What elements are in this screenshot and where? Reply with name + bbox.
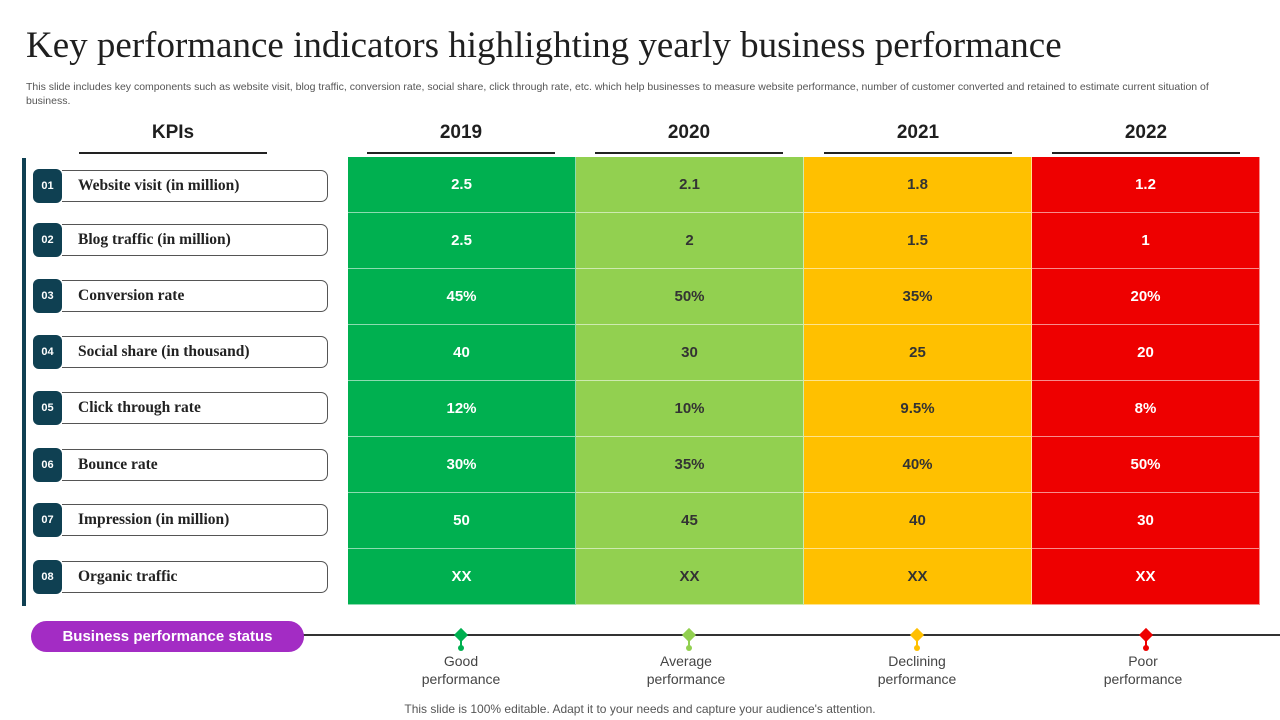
legend-declining: Declining performance [837, 652, 997, 688]
kpi-value-cell: 2.5 [348, 213, 576, 269]
kpi-number-badge: 07 [33, 503, 62, 537]
kpi-value-cell: 1.2 [1032, 157, 1260, 213]
kpi-value-grid: 2.5 2.1 1.8 1.2 2.5 2 1.5 1 45% 50% 35% 20% 40 30 25 20… [348, 157, 1260, 605]
kpi-value-cell: 9.5% [804, 381, 1032, 437]
kpi-value-cell: XX [576, 549, 804, 605]
kpi-value-cell: 50% [576, 269, 804, 325]
kpi-label: Social share (in thousand) [62, 336, 328, 368]
kpi-number-badge: 04 [33, 335, 62, 369]
legend-line1: Good [443, 653, 479, 669]
kpi-value-cell: 2.1 [576, 157, 804, 213]
kpi-number-badge: 05 [33, 391, 62, 425]
kpi-label: Organic traffic [62, 561, 328, 593]
kpi-label: Impression (in million) [62, 504, 328, 536]
business-status-badge: Business performance status [31, 621, 304, 652]
legend-good: Good performance [381, 652, 541, 688]
kpi-header-label: KPIs [151, 122, 195, 143]
kpi-value-cell: 30 [1032, 493, 1260, 549]
header-underline [595, 152, 783, 154]
kpi-label: Website visit (in million) [62, 170, 328, 202]
kpi-label: Bounce rate [62, 449, 328, 481]
legend-line2: performance [1103, 671, 1183, 687]
declining-performance-marker-icon [909, 627, 925, 653]
year-label: 2022 [1124, 122, 1168, 143]
legend-poor: Poor performance [1063, 652, 1223, 688]
kpi-number-badge: 01 [33, 169, 62, 203]
legend-line1: Declining [888, 653, 946, 669]
kpi-number-badge: 02 [33, 223, 62, 257]
legend-average: Average performance [606, 652, 766, 688]
page-subtitle: This slide includes key components such … [26, 81, 1209, 107]
legend-line2: performance [877, 671, 957, 687]
status-timeline [300, 634, 1280, 636]
poor-performance-marker-icon [1138, 627, 1154, 653]
kpi-row: 01 Website visit (in million) [22, 169, 328, 203]
kpi-number-badge: 06 [33, 448, 62, 482]
kpi-column-header: KPIs [79, 120, 267, 154]
year-label: 2020 [667, 122, 711, 143]
kpi-row: 04 Social share (in thousand) [22, 335, 328, 369]
kpi-value-cell: 40% [804, 437, 1032, 493]
kpi-value-cell: XX [1032, 549, 1260, 605]
kpi-label: Conversion rate [62, 280, 328, 312]
header-underline [79, 152, 267, 154]
legend-line1: Average [660, 653, 712, 669]
year-header-2021: 2021 [824, 120, 1012, 154]
kpi-value-cell: XX [804, 549, 1032, 605]
year-label: 2021 [896, 122, 940, 143]
kpi-value-cell: 50 [348, 493, 576, 549]
kpi-value-cell: XX [348, 549, 576, 605]
header-underline [824, 152, 1012, 154]
kpi-value-cell: 50% [1032, 437, 1260, 493]
kpi-row: 02 Blog traffic (in million) [22, 223, 328, 257]
kpi-value-cell: 45% [348, 269, 576, 325]
good-performance-marker-icon [453, 627, 469, 653]
kpi-value-cell: 20 [1032, 325, 1260, 381]
kpi-row: 07 Impression (in million) [22, 503, 328, 537]
average-performance-marker-icon [681, 627, 697, 653]
kpi-value-cell: 30 [576, 325, 804, 381]
kpi-value-cell: 10% [576, 381, 804, 437]
kpi-number-badge: 03 [33, 279, 62, 313]
kpi-accent-bar [22, 158, 26, 606]
kpi-row: 05 Click through rate [22, 391, 328, 425]
header-underline [1052, 152, 1240, 154]
kpi-value-cell: 35% [576, 437, 804, 493]
kpi-row: 03 Conversion rate [22, 279, 328, 313]
year-header-2019: 2019 [367, 120, 555, 154]
kpi-value-cell: 30% [348, 437, 576, 493]
year-label: 2019 [439, 122, 483, 143]
kpi-value-cell: 25 [804, 325, 1032, 381]
kpi-label: Click through rate [62, 392, 328, 424]
kpi-row: 08 Organic traffic [22, 560, 328, 594]
kpi-value-cell: 1.5 [804, 213, 1032, 269]
kpi-value-cell: 1 [1032, 213, 1260, 269]
kpi-value-cell: 2 [576, 213, 804, 269]
footer-note: This slide is 100% editable. Adapt it to… [404, 702, 876, 716]
year-header-2022: 2022 [1052, 120, 1240, 154]
kpi-value-cell: 35% [804, 269, 1032, 325]
legend-line1: Poor [1128, 653, 1158, 669]
kpi-value-cell: 8% [1032, 381, 1260, 437]
legend-line2: performance [421, 671, 501, 687]
legend-line2: performance [646, 671, 726, 687]
kpi-value-cell: 12% [348, 381, 576, 437]
header-underline [367, 152, 555, 154]
kpi-value-cell: 40 [348, 325, 576, 381]
kpi-value-cell: 20% [1032, 269, 1260, 325]
kpi-label: Blog traffic (in million) [62, 224, 328, 256]
year-header-2020: 2020 [595, 120, 783, 154]
kpi-number-badge: 08 [33, 560, 62, 594]
kpi-value-cell: 2.5 [348, 157, 576, 213]
kpi-row: 06 Bounce rate [22, 448, 328, 482]
kpi-value-cell: 45 [576, 493, 804, 549]
kpi-value-cell: 40 [804, 493, 1032, 549]
kpi-value-cell: 1.8 [804, 157, 1032, 213]
page-title: Key performance indicators highlighting … [26, 25, 1062, 66]
